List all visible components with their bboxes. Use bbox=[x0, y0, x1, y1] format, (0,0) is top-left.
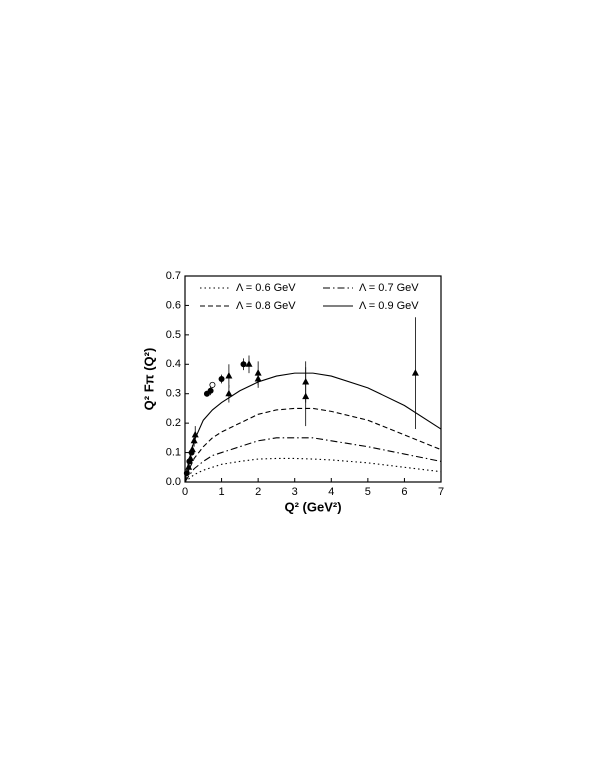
x-tick-label: 2 bbox=[255, 486, 261, 498]
data-point bbox=[186, 458, 193, 465]
y-tick-label: 0.2 bbox=[166, 417, 181, 429]
y-tick-label: 0.6 bbox=[166, 299, 181, 311]
data-point bbox=[411, 369, 419, 376]
data-point bbox=[225, 389, 233, 397]
data-point bbox=[188, 449, 195, 456]
data-point bbox=[209, 381, 216, 388]
data-point bbox=[185, 463, 193, 470]
legend-label: Λ = 0.7 GeV bbox=[359, 282, 419, 294]
legend-label: Λ = 0.8 GeV bbox=[236, 300, 296, 312]
data-point bbox=[207, 387, 214, 394]
plot-frame bbox=[184, 275, 442, 483]
x-tick-label: 3 bbox=[292, 486, 298, 498]
x-tick-label: 5 bbox=[365, 486, 371, 498]
y-tick-label: 0.5 bbox=[166, 329, 181, 341]
curve bbox=[184, 437, 442, 483]
x-tick-label: 4 bbox=[328, 486, 334, 498]
curve bbox=[184, 457, 442, 483]
y-tick-label: 0.0 bbox=[166, 476, 181, 488]
data-point bbox=[225, 372, 233, 379]
data-point bbox=[190, 436, 198, 444]
x-tick-label: 1 bbox=[219, 486, 225, 498]
data-point bbox=[191, 430, 199, 438]
y-tick-label: 0.4 bbox=[166, 358, 181, 370]
curve bbox=[184, 372, 442, 483]
x-tick-label: 7 bbox=[438, 486, 444, 498]
x-axis-label: Q² (GeV²) bbox=[284, 499, 341, 514]
y-tick-label: 0.1 bbox=[166, 446, 181, 458]
data-point bbox=[183, 470, 190, 477]
y-axis-label: Q² Fπ (Q²) bbox=[141, 348, 156, 411]
data-point bbox=[218, 375, 225, 382]
data-point bbox=[245, 360, 253, 367]
data-point bbox=[254, 375, 262, 382]
y-tick-label: 0.7 bbox=[166, 270, 181, 282]
y-tick-label: 0.3 bbox=[166, 388, 181, 400]
legend-label: Λ = 0.6 GeV bbox=[236, 282, 296, 294]
x-tick-label: 6 bbox=[401, 486, 407, 498]
legend-label: Λ = 0.9 GeV bbox=[359, 300, 419, 312]
data-point bbox=[302, 392, 310, 400]
curve bbox=[184, 407, 442, 483]
x-tick-label: 0 bbox=[182, 486, 188, 498]
data-point bbox=[240, 361, 247, 368]
